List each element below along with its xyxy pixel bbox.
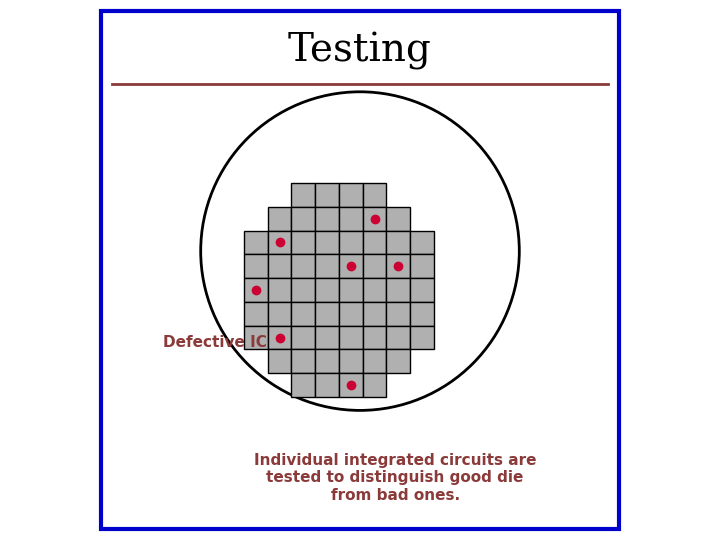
Bar [244, 254, 268, 278]
Bar [315, 326, 339, 349]
Bar [410, 254, 434, 278]
Bar [339, 254, 363, 278]
Bar [363, 183, 387, 207]
Bar [315, 231, 339, 254]
Bar [292, 326, 315, 349]
Bar [363, 254, 387, 278]
Bar [244, 326, 268, 349]
Bar [244, 231, 268, 254]
Bar [410, 326, 434, 349]
Bar [387, 302, 410, 326]
Circle shape [201, 92, 519, 410]
Text: Defective IC: Defective IC [163, 335, 267, 350]
Bar [339, 302, 363, 326]
Bar [315, 207, 339, 231]
Bar [244, 302, 268, 326]
Bar [315, 349, 339, 373]
Bar [387, 278, 410, 302]
Bar [363, 349, 387, 373]
Bar [410, 231, 434, 254]
Bar [292, 302, 315, 326]
Bar [339, 231, 363, 254]
Bar [292, 349, 315, 373]
Bar [363, 373, 387, 397]
Bar [339, 207, 363, 231]
Bar [363, 231, 387, 254]
Bar [363, 278, 387, 302]
Bar [387, 349, 410, 373]
Bar [268, 302, 292, 326]
Bar [315, 373, 339, 397]
Bar [315, 183, 339, 207]
Bar [339, 349, 363, 373]
Bar [315, 302, 339, 326]
Text: Individual integrated circuits are
tested to distinguish good die
from bad ones.: Individual integrated circuits are teste… [254, 453, 536, 503]
Bar [387, 254, 410, 278]
Bar [268, 326, 292, 349]
Bar [339, 373, 363, 397]
Bar [292, 278, 315, 302]
Bar [387, 231, 410, 254]
Bar [268, 231, 292, 254]
Bar [292, 207, 315, 231]
Bar [387, 326, 410, 349]
Bar [268, 349, 292, 373]
Bar [292, 373, 315, 397]
Bar [363, 207, 387, 231]
Bar [268, 207, 292, 231]
Bar [268, 278, 292, 302]
Bar [292, 183, 315, 207]
Bar [410, 302, 434, 326]
Bar [292, 231, 315, 254]
Bar [315, 278, 339, 302]
Bar [268, 254, 292, 278]
Bar [363, 302, 387, 326]
Bar [339, 326, 363, 349]
Bar [315, 254, 339, 278]
Bar [363, 326, 387, 349]
Bar [410, 278, 434, 302]
Bar [292, 254, 315, 278]
Bar [387, 207, 410, 231]
Text: Testing: Testing [288, 32, 432, 70]
Bar [244, 278, 268, 302]
Bar [339, 278, 363, 302]
Bar [339, 183, 363, 207]
